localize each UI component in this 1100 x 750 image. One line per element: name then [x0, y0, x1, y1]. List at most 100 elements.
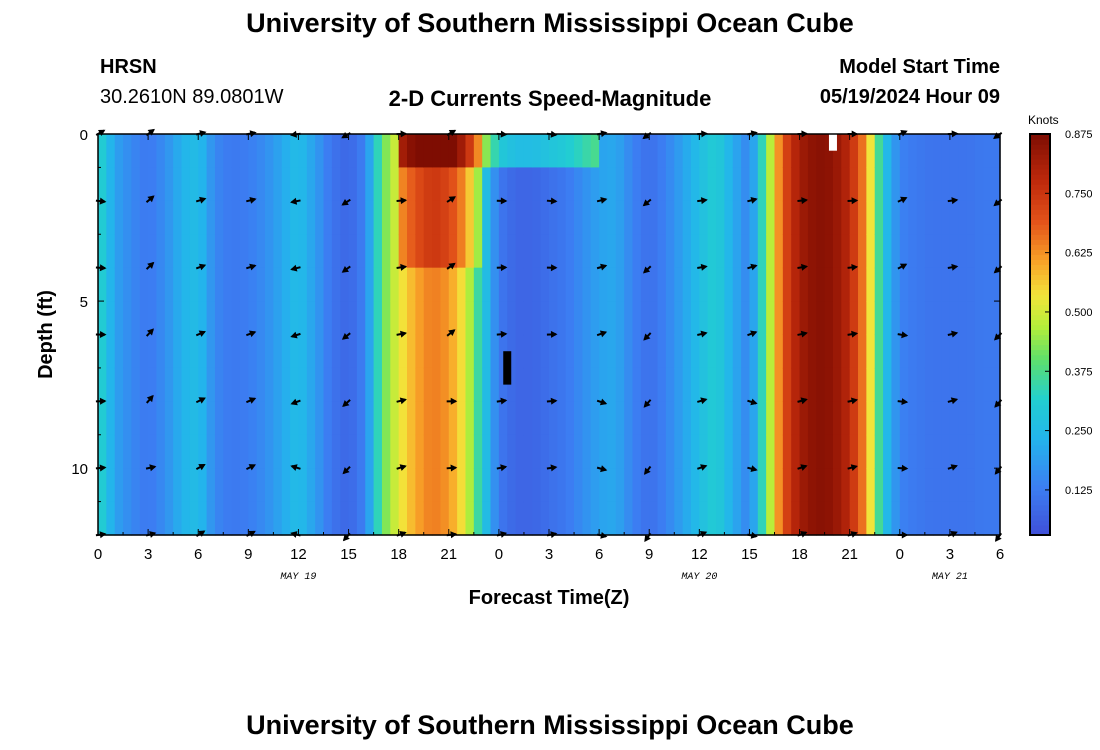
heatmap-cell [874, 234, 884, 269]
heatmap-cell [974, 301, 984, 336]
heatmap-cell [824, 200, 834, 235]
heatmap-cell [557, 334, 567, 369]
heatmap-cell [891, 234, 901, 269]
vector-head [500, 197, 508, 205]
heatmap-cell [966, 334, 976, 369]
heatmap-cell [373, 367, 383, 402]
heatmap-cell [908, 334, 918, 369]
heatmap-cell [106, 200, 116, 235]
heatmap-cell [858, 334, 867, 369]
heatmap-cell [624, 234, 634, 269]
heatmap-cell [690, 167, 700, 202]
heatmap-cell [941, 267, 951, 302]
heatmap-cell [824, 234, 834, 269]
colorbar-segment [1030, 434, 1050, 441]
heatmap-cell [498, 434, 508, 469]
heatmap-cell [799, 367, 809, 402]
heatmap-cell [874, 367, 884, 402]
colorbar-segment [1030, 214, 1050, 220]
heatmap-cell [674, 367, 684, 402]
heatmap-cell [223, 501, 233, 536]
heatmap-cell [365, 167, 375, 202]
heatmap-cell [958, 301, 968, 336]
heatmap-cell [407, 468, 416, 503]
colorbar-segment [1030, 349, 1050, 356]
vector-head [801, 263, 808, 271]
current-vector [847, 464, 858, 471]
heatmap-cell [582, 434, 592, 469]
heatmap-cell [549, 301, 558, 336]
heatmap-cell [239, 200, 249, 235]
colorbar-segment [1030, 499, 1050, 506]
colorbar-segment [1030, 244, 1050, 250]
x-tick-label: 12 [290, 546, 307, 563]
heatmap-cell [657, 367, 667, 402]
heatmap-cell [290, 167, 300, 202]
heatmap-cell [557, 234, 567, 269]
heatmap-cell [690, 501, 700, 536]
colorbar-segment [1030, 199, 1050, 205]
heatmap-cell [532, 434, 542, 469]
colorbar-segment [1030, 169, 1050, 175]
heatmap-cell [248, 334, 258, 369]
heatmap-cell [306, 367, 316, 402]
heatmap-cell [432, 367, 442, 402]
heatmap-cell [557, 134, 567, 169]
heatmap-cell [874, 468, 884, 503]
heatmap-cell [557, 367, 567, 402]
heatmap-cell [265, 200, 274, 235]
heatmap-cell [423, 301, 433, 336]
heatmap-cell [557, 301, 567, 336]
heatmap-cell [615, 267, 625, 302]
heatmap-cell [473, 267, 483, 302]
heatmap-cell [356, 200, 366, 235]
heatmap-cell [139, 501, 149, 536]
heatmap-cell [916, 234, 926, 269]
heatmap-cell [632, 501, 642, 536]
heatmap-cell [757, 401, 767, 436]
heatmap-cell [774, 367, 784, 402]
vector-head [750, 398, 758, 406]
heatmap-cell [432, 334, 442, 369]
heatmap-cell [757, 234, 767, 269]
heatmap-cell [156, 301, 166, 336]
heatmap-cell [448, 501, 458, 536]
heatmap-cell [106, 267, 116, 302]
heatmap-cell [348, 468, 358, 503]
heatmap-cell [482, 167, 492, 202]
heatmap-cell [123, 501, 133, 536]
heatmap-cell [757, 200, 767, 235]
heatmap-cell [574, 267, 584, 302]
heatmap-cell [599, 200, 609, 235]
vector-head [994, 467, 1002, 475]
colorbar-segment [1030, 159, 1050, 165]
heatmap-cell [248, 401, 258, 436]
heatmap-cell [189, 468, 199, 503]
heatmap-cell [432, 434, 442, 469]
x-tick-label: 9 [244, 546, 252, 563]
heatmap-cell [649, 134, 659, 169]
heatmap-cell [290, 468, 300, 503]
heatmap-cell [315, 167, 325, 202]
heatmap-cell [448, 167, 458, 202]
heatmap-cell [323, 200, 333, 235]
heatmap-cell [899, 434, 909, 469]
heatmap-cell [816, 401, 826, 436]
heatmap-cell [590, 167, 600, 202]
heatmap-cell [457, 501, 467, 536]
heatmap-cell [640, 267, 650, 302]
heatmap-cell [390, 134, 400, 169]
heatmap-cell [490, 167, 500, 202]
heatmap-cell [407, 267, 416, 302]
heatmap-cell [532, 267, 542, 302]
vector-head [249, 263, 257, 271]
heatmap-cell [231, 501, 241, 536]
heatmap-cell [173, 401, 183, 436]
heatmap-cell [415, 401, 425, 436]
heatmap-cell [741, 267, 751, 302]
heatmap-cell [139, 334, 149, 369]
vector-head [599, 330, 608, 338]
heatmap-cell [198, 434, 208, 469]
heatmap-cell [832, 334, 842, 369]
heatmap-cell [114, 167, 124, 202]
